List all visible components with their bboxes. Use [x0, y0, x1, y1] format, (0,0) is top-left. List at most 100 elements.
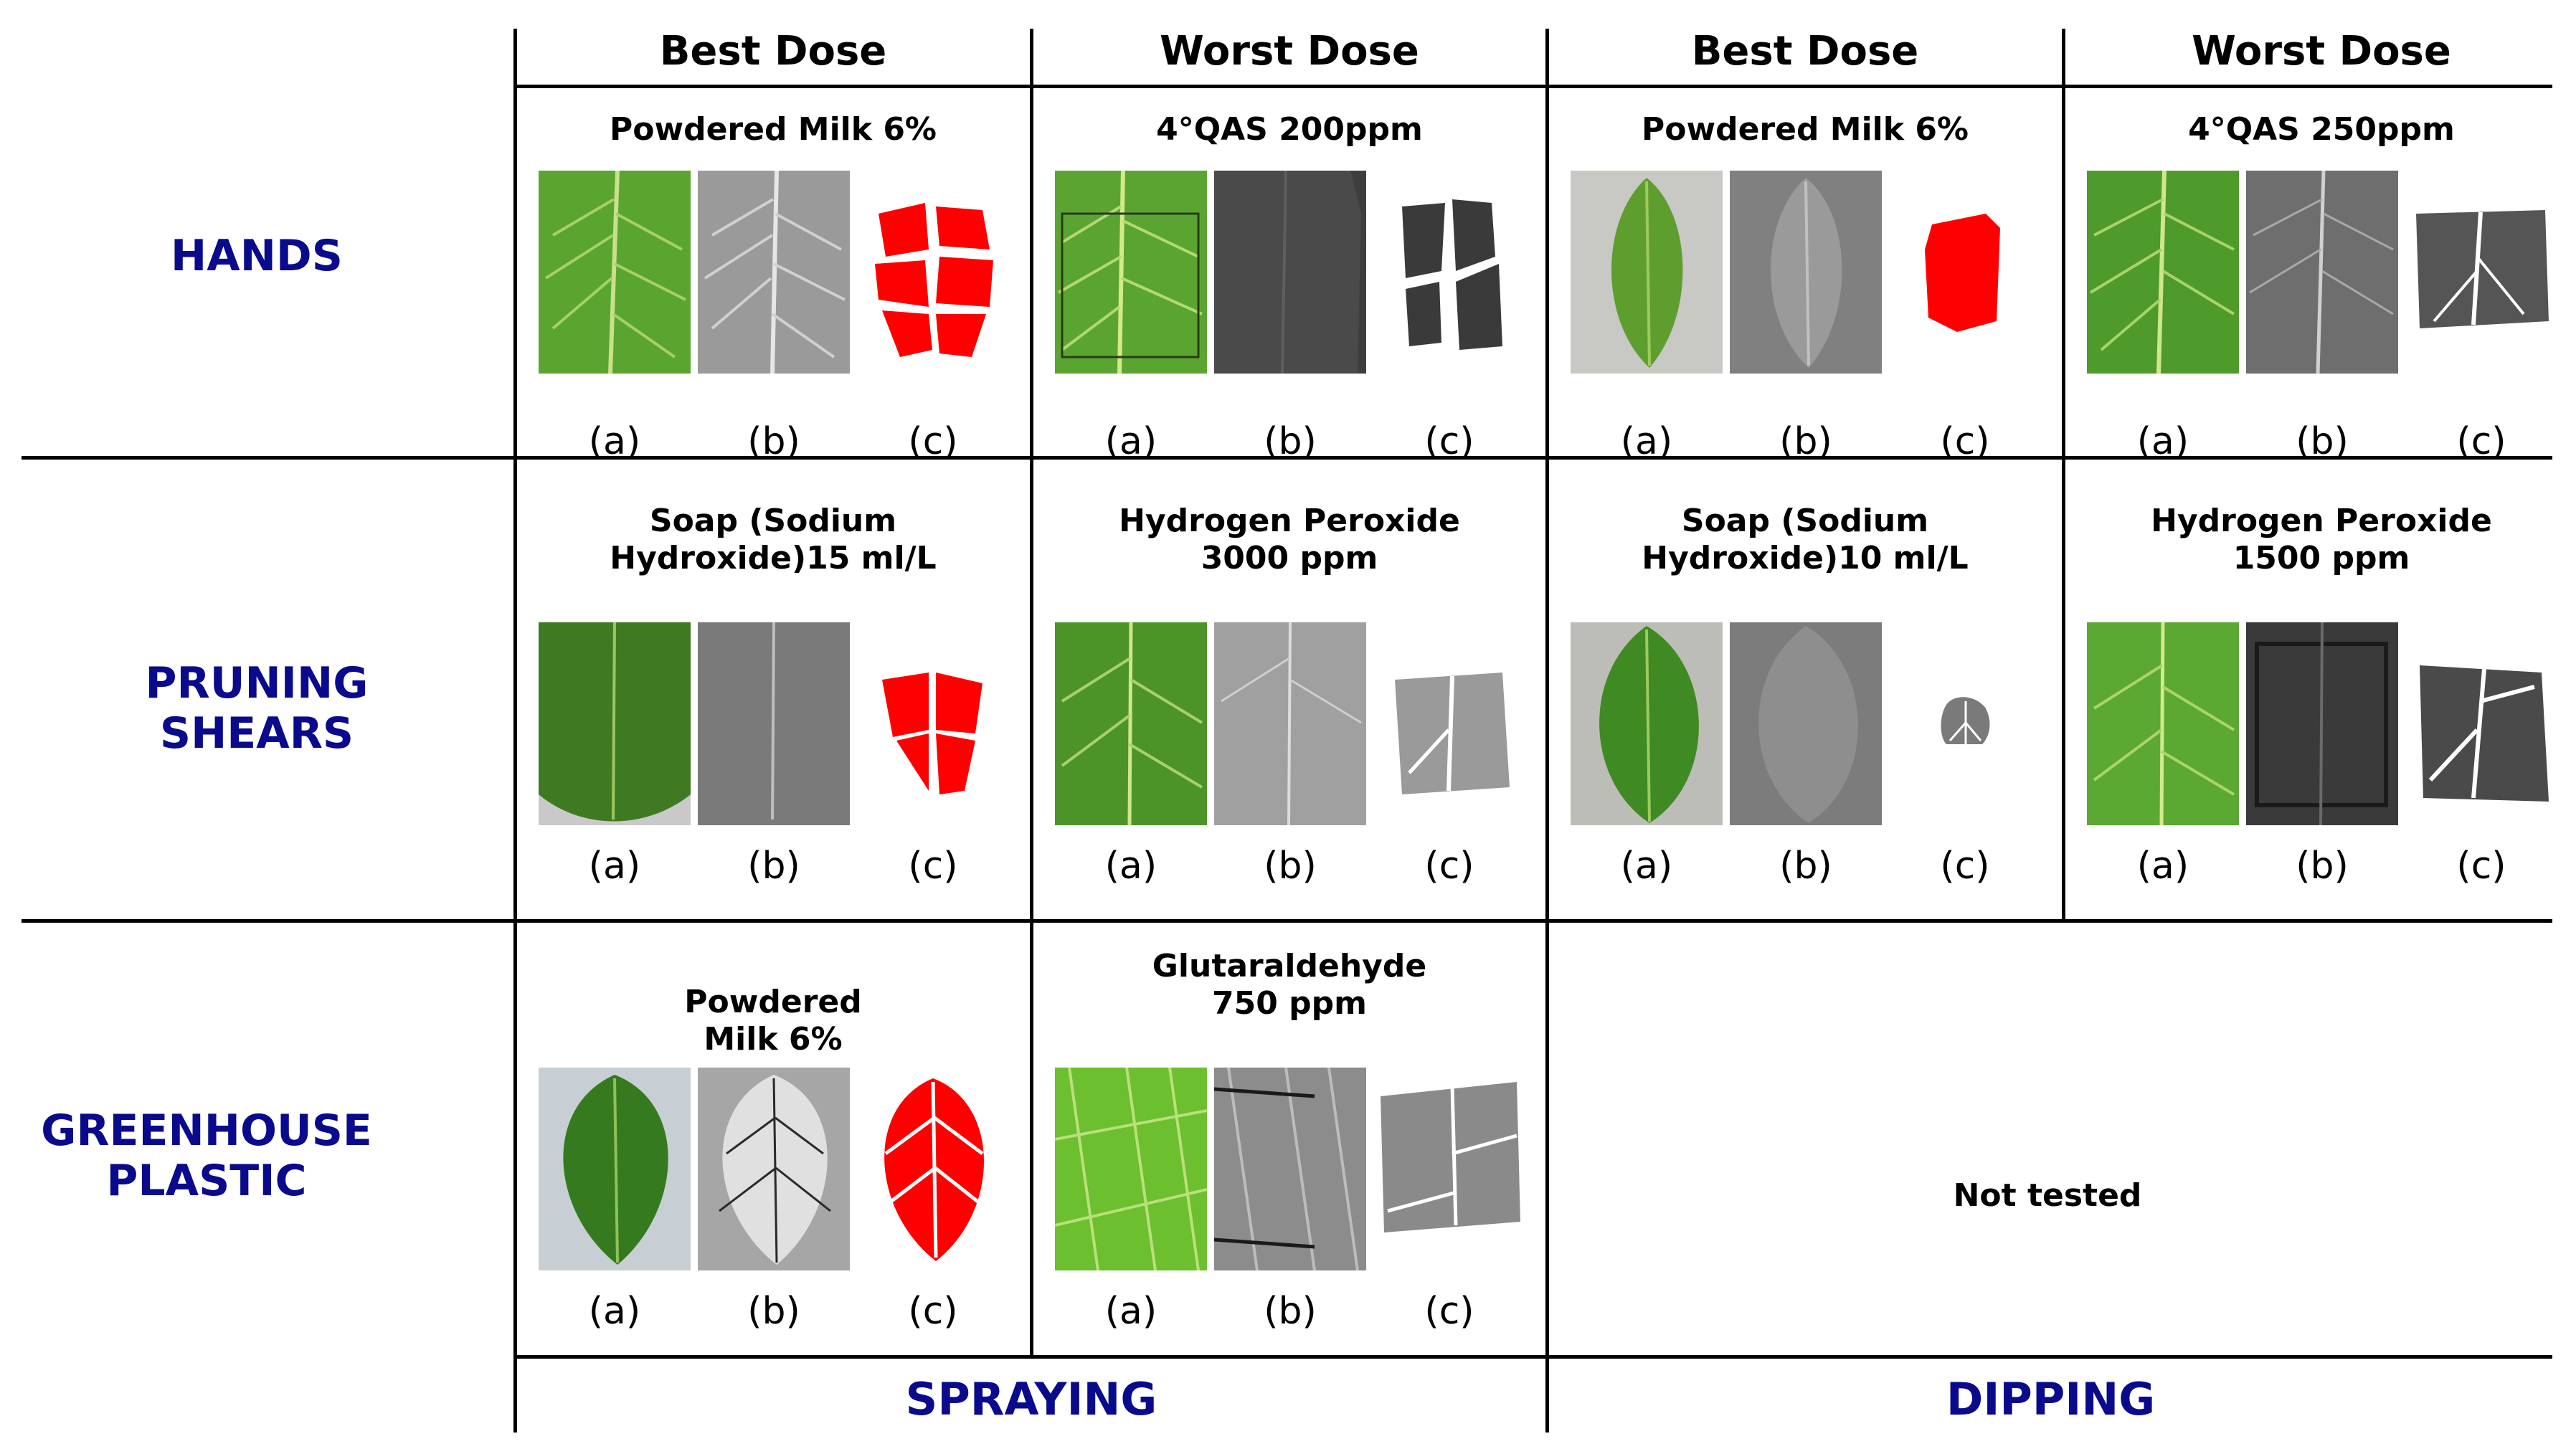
caption-c: (c) — [1940, 420, 1990, 463]
segmentation-mask — [857, 171, 1009, 374]
cell-shears-dip-best: Soap (Sodium Hydroxide)10 ml/L (a) (b) (… — [1549, 460, 2061, 898]
caption-c: (c) — [2456, 420, 2506, 463]
row-label-hands: HANDS — [0, 231, 513, 281]
cell-plastic-spray-best: Powdered Milk 6% (a) (b) (c) — [517, 923, 1029, 1362]
caption-a: (a) — [2136, 420, 2189, 463]
caption-a: (a) — [588, 845, 641, 888]
cell-title: 4°QAS 250ppm — [2188, 111, 2455, 148]
grayscale-image — [2246, 171, 2398, 374]
cell-title: Soap (Sodium Hydroxide)10 ml/L — [1642, 503, 1969, 576]
segmentation-mask — [857, 1068, 1009, 1270]
segmentation-mask — [2405, 622, 2557, 825]
caption-c: (c) — [1424, 845, 1474, 888]
grid-line — [513, 29, 517, 1433]
cell-title: Powdered Milk 6% — [1641, 111, 1969, 148]
cell-hands-spray-worst: 4°QAS 200ppm (a) (b) (c) — [1033, 88, 1545, 527]
cell-title: Glutaraldehyde 750 ppm — [1152, 948, 1427, 1022]
grid-line — [2062, 29, 2065, 921]
cell-shears-spray-worst: Hydrogen Peroxide 3000 ppm (a) (b) (c) — [1033, 460, 1545, 898]
caption-b: (b) — [747, 420, 800, 463]
caption-a: (a) — [1620, 845, 1673, 888]
segmentation-mask — [2405, 171, 2557, 374]
caption-c: (c) — [908, 420, 958, 463]
not-tested-label: Not tested — [1953, 1177, 2142, 1214]
cell-plastic-spray-worst: Glutaraldehyde 750 ppm (a) (b) (c) — [1033, 923, 1545, 1362]
segmentation-mask — [857, 622, 1009, 825]
row-label-line: GREENHOUSE — [41, 1106, 372, 1156]
grayscale-image — [1214, 171, 1366, 374]
caption-b: (b) — [2296, 420, 2349, 463]
row-label-greenhouse-plastic: GREENHOUSE PLASTIC — [0, 1106, 463, 1206]
cell-title: Powdered Milk 6% — [684, 984, 862, 1058]
column-header-spray-worst: Worst Dose — [1160, 28, 1419, 75]
caption-a: (a) — [1104, 845, 1157, 888]
grayscale-image — [1214, 1068, 1366, 1270]
cell-title: Hydrogen Peroxide 1500 ppm — [2151, 503, 2492, 576]
caption-c: (c) — [908, 1290, 958, 1333]
leaf-photo — [1571, 171, 1723, 374]
segmentation-mask — [1889, 622, 2041, 825]
grayscale-image — [1730, 171, 1882, 374]
row-label-line: PRUNING — [145, 658, 369, 708]
caption-a: (a) — [588, 1290, 641, 1333]
caption-b: (b) — [2296, 845, 2349, 888]
caption-b: (b) — [747, 845, 800, 888]
caption-c: (c) — [1940, 845, 1990, 888]
grid-line — [22, 919, 2552, 923]
caption-a: (a) — [1620, 420, 1673, 463]
segmentation-mask — [1373, 1068, 1525, 1270]
leaf-photo — [1055, 1068, 1207, 1270]
cell-shears-dip-worst: Hydrogen Peroxide 1500 ppm (a) (b) (c) — [2065, 460, 2576, 898]
leaf-photo — [2087, 171, 2239, 374]
column-header-dip-best: Best Dose — [1691, 28, 1919, 75]
caption-a: (a) — [588, 420, 641, 463]
leaf-photo — [539, 622, 691, 825]
caption-b: (b) — [1779, 845, 1832, 888]
not-tested-cell: Not tested — [1545, 876, 2549, 1357]
grayscale-image — [698, 622, 850, 825]
grayscale-image — [2246, 622, 2398, 825]
column-header-spray-best: Best Dose — [659, 28, 887, 75]
caption-c: (c) — [2456, 845, 2506, 888]
segmentation-mask — [1889, 171, 2041, 374]
caption-c: (c) — [908, 845, 958, 888]
cell-hands-dip-best: Powdered Milk 6% (a) (b) (c) — [1549, 88, 2061, 527]
caption-b: (b) — [1779, 420, 1832, 463]
caption-c: (c) — [1424, 420, 1474, 463]
leaf-photo — [539, 171, 691, 374]
leaf-photo — [539, 1068, 691, 1270]
footer-dipping: DIPPING — [1946, 1373, 2156, 1425]
grid-line — [1030, 29, 1033, 1359]
row-label-line: HANDS — [171, 231, 343, 281]
grid-line — [22, 456, 2552, 460]
leaf-photo — [1055, 171, 1207, 374]
segmentation-mask — [1373, 171, 1525, 374]
grayscale-image — [1730, 622, 1882, 825]
grid-line — [513, 85, 2552, 88]
segmentation-mask — [1373, 622, 1525, 825]
caption-a: (a) — [2136, 845, 2189, 888]
caption-c: (c) — [1424, 1290, 1474, 1333]
cell-shears-spray-best: Soap (Sodium Hydroxide)15 ml/L (a) (b) (… — [517, 460, 1029, 898]
footer-spraying: SPRAYING — [905, 1373, 1157, 1425]
caption-b: (b) — [1264, 1290, 1317, 1333]
grid-line — [513, 1355, 2552, 1359]
grayscale-image — [1214, 622, 1366, 825]
grid-line — [1545, 29, 1549, 1433]
caption-b: (b) — [747, 1290, 800, 1333]
caption-b: (b) — [1264, 845, 1317, 888]
grayscale-image — [698, 1068, 850, 1270]
cell-title: Soap (Sodium Hydroxide)15 ml/L — [610, 503, 937, 576]
cell-title: 4°QAS 200ppm — [1156, 111, 1423, 148]
leaf-photo — [1055, 622, 1207, 825]
leaf-photo — [2087, 622, 2239, 825]
leaf-photo — [1571, 622, 1723, 825]
row-label-line: SHEARS — [159, 708, 354, 759]
cell-title: Powdered Milk 6% — [609, 111, 937, 148]
column-header-dip-worst: Worst Dose — [2192, 28, 2451, 75]
caption-b: (b) — [1264, 420, 1317, 463]
row-label-pruning-shears: PRUNING SHEARS — [0, 658, 513, 759]
cell-title: Hydrogen Peroxide 3000 ppm — [1119, 503, 1460, 576]
caption-a: (a) — [1104, 1290, 1157, 1333]
caption-a: (a) — [1104, 420, 1157, 463]
